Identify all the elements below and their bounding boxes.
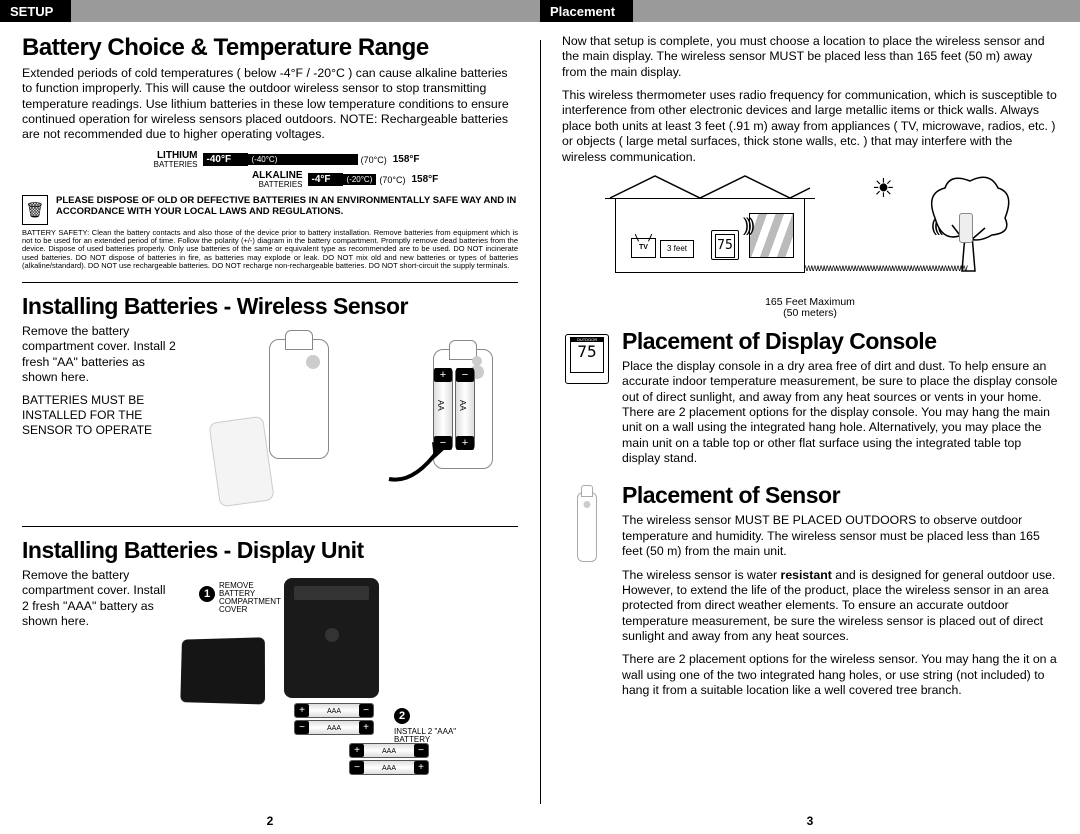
tv-icon: TV	[631, 238, 656, 258]
step-2-badge: 2	[394, 708, 410, 724]
console-icon	[711, 230, 739, 260]
window-icon	[749, 213, 794, 258]
sun-icon: ☀	[872, 173, 895, 204]
tree-icon	[920, 173, 1015, 273]
sensor-placement-p2: The wireless sensor is water resistant a…	[622, 568, 1058, 645]
install-display-body: Remove the battery compartment cover. In…	[22, 568, 167, 629]
sensor-placement-p3: There are 2 placement options for the wi…	[622, 652, 1058, 698]
outdoor-sensor-icon	[959, 213, 973, 243]
figure-caption: 165 Feet Maximum (50 meters)	[562, 297, 1058, 320]
divider-2	[22, 526, 518, 527]
placement-intro-2: This wireless thermometer uses radio fre…	[562, 88, 1058, 165]
sensor-placement-title: Placement of Sensor	[622, 482, 1058, 509]
step-2-label: INSTALL 2 "AAA" BATTERY	[394, 728, 456, 744]
waves-out-icon: )))	[743, 215, 752, 236]
display-console-icon	[565, 334, 609, 384]
sensor-icon	[577, 492, 597, 562]
install-sensor-title: Installing Batteries - Wireless Sensor	[22, 293, 518, 320]
page-number-left: 2	[0, 814, 540, 828]
divider-1	[22, 282, 518, 283]
battery-safety-text: BATTERY SAFETY: Clean the battery contac…	[22, 229, 518, 270]
distance-label: 3 feet	[660, 240, 694, 258]
display-console-title: Placement of Display Console	[622, 328, 1058, 355]
install-sensor-body: Remove the battery compartment cover. In…	[22, 324, 182, 385]
setup-header-bar: SETUP	[0, 0, 540, 22]
placement-figure: TV 3 feet ))) ((( ☀ wwwwwwwwwwwwwwwwwwww…	[595, 173, 1025, 293]
placement-header-bar: Placement	[540, 0, 1080, 22]
battery-choice-title: Battery Choice & Temperature Range	[22, 34, 518, 62]
left-page: SETUP Battery Choice & Temperature Range…	[0, 0, 540, 834]
alkaline-range-row: ALKALINE BATTERIES -4°F (-20°C) (70°C) 1…	[22, 171, 518, 189]
dispose-row: 🗑 PLEASE DISPOSE OF OLD OR DEFECTIVE BAT…	[22, 195, 518, 225]
step-1-badge: 1	[199, 586, 215, 602]
page-number-right: 3	[540, 814, 1080, 828]
sensor-placement-p1: The wireless sensor MUST BE PLACED OUTDO…	[622, 513, 1058, 559]
lithium-label: LITHIUM BATTERIES	[118, 151, 203, 169]
display-battery-figure: 1 REMOVE BATTERY COMPARTMENT COVER AAA A…	[179, 568, 518, 783]
display-console-body: Place the display console in a dry area …	[622, 359, 1058, 467]
recycle-bin-icon: 🗑	[22, 195, 48, 225]
battery-choice-body: Extended periods of cold temperatures ( …	[22, 66, 518, 143]
dispose-text: PLEASE DISPOSE OF OLD OR DEFECTIVE BATTE…	[56, 195, 518, 218]
sensor-battery-figure: AA AA	[194, 324, 518, 514]
right-page: Placement Now that setup is complete, yo…	[540, 0, 1080, 834]
display-console-section: Placement of Display Console Place the d…	[562, 328, 1058, 475]
alkaline-label: ALKALINE BATTERIES	[223, 171, 308, 189]
step-1-label: REMOVE BATTERY COMPARTMENT COVER	[219, 582, 281, 614]
placement-intro-1: Now that setup is complete, you must cho…	[562, 34, 1058, 80]
install-display-title: Installing Batteries - Display Unit	[22, 537, 518, 564]
grass-icon: wwwwwwwwwwwwwwwwwwwwwwwwww	[805, 263, 1015, 273]
placement-tab: Placement	[540, 0, 633, 22]
lithium-range-row: LITHIUM BATTERIES -40°F (-40°C) (70°C) 1…	[22, 151, 518, 169]
install-sensor-note: BATTERIES MUST BE INSTALLED FOR THE SENS…	[22, 393, 182, 438]
arrow-icon	[384, 434, 454, 484]
sensor-placement-section: Placement of Sensor The wireless sensor …	[562, 482, 1058, 706]
setup-tab: SETUP	[0, 0, 71, 22]
